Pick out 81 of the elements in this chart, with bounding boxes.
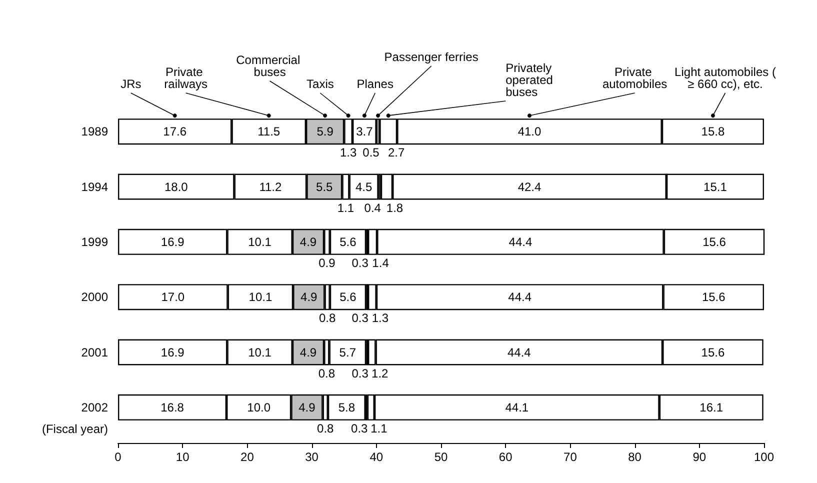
x-tick-label: 20 bbox=[240, 450, 254, 464]
data-label: 44.4 bbox=[508, 290, 532, 304]
data-label: 10.1 bbox=[248, 345, 272, 360]
text: Passenger ferries bbox=[384, 50, 478, 64]
data-label: 15.6 bbox=[701, 345, 725, 360]
text: Private railways bbox=[164, 65, 208, 91]
data-label: 44.1 bbox=[505, 400, 529, 414]
data-label: 5.5 bbox=[316, 180, 334, 194]
data-label: 4.9 bbox=[298, 400, 316, 414]
y-axis-title: (Fiscal year) bbox=[42, 422, 108, 436]
data-label: 18.0 bbox=[164, 180, 188, 194]
y-tick-label: 2001 bbox=[81, 345, 108, 360]
data-label: 0.8 bbox=[317, 421, 334, 436]
text: Commercial buses bbox=[236, 53, 304, 79]
data-label: 0.3 bbox=[352, 256, 369, 270]
data-label: 4.9 bbox=[300, 290, 318, 304]
data-label: 1.3 bbox=[372, 311, 389, 326]
y-tick-label: 1999 bbox=[81, 234, 108, 249]
data-label: 3.7 bbox=[356, 124, 374, 139]
data-label: 0.3 bbox=[351, 421, 368, 436]
x-tick-label: 100 bbox=[754, 450, 774, 464]
data-label: 44.4 bbox=[507, 345, 532, 360]
data-label: 16.8 bbox=[160, 400, 184, 414]
x-tick-label: 30 bbox=[305, 450, 319, 464]
data-label: 16.9 bbox=[160, 234, 185, 249]
x-tick-label: 0 bbox=[114, 450, 122, 464]
data-label: 0.3 bbox=[352, 366, 369, 380]
data-label: 4.5 bbox=[355, 180, 372, 194]
data-label: 5.6 bbox=[340, 234, 357, 249]
y-tick-label: 1994 bbox=[81, 180, 108, 194]
data-label: 0.5 bbox=[362, 146, 380, 160]
text: Light automobiles (≥ 660 cc), etc. bbox=[674, 65, 776, 91]
text: JRs bbox=[120, 77, 142, 91]
x-tick-label: 50 bbox=[434, 450, 448, 464]
data-label: 16.1 bbox=[700, 400, 724, 414]
data-label: 16.9 bbox=[160, 345, 185, 360]
text: Planes bbox=[356, 77, 394, 91]
data-label: 5.6 bbox=[340, 290, 357, 304]
data-label: 1.1 bbox=[370, 421, 388, 436]
x-tick-label: 70 bbox=[564, 450, 578, 464]
data-label: 10.1 bbox=[248, 290, 272, 304]
x-tick-label: 60 bbox=[498, 450, 513, 464]
y-tick-label: 2002 bbox=[81, 400, 108, 414]
data-label: 41.0 bbox=[518, 124, 542, 139]
data-label: 0.4 bbox=[364, 200, 382, 215]
data-label: 1.2 bbox=[372, 366, 389, 380]
data-label: 1.8 bbox=[386, 200, 404, 215]
data-label: 42.4 bbox=[518, 180, 542, 194]
data-label: 5.8 bbox=[338, 400, 356, 414]
data-label: 15.6 bbox=[702, 290, 726, 304]
data-label: 0.9 bbox=[318, 256, 336, 270]
data-label: 5.7 bbox=[339, 345, 356, 360]
data-label: 15.1 bbox=[704, 180, 728, 194]
text: Taxis bbox=[306, 77, 334, 91]
data-label: 10.0 bbox=[247, 400, 271, 414]
data-label: 4.9 bbox=[300, 345, 317, 360]
data-label: 0.3 bbox=[352, 311, 369, 326]
x-tick-label: 10 bbox=[176, 450, 190, 464]
x-tick-label: 90 bbox=[692, 450, 706, 464]
y-tick-label: 1989 bbox=[81, 124, 108, 139]
data-label: 5.9 bbox=[316, 124, 334, 139]
data-label: 0.8 bbox=[318, 366, 336, 380]
x-tick-label: 80 bbox=[628, 450, 642, 464]
text: Private automobiles bbox=[602, 65, 668, 91]
data-label: 15.8 bbox=[701, 124, 725, 139]
y-tick-label: 2000 bbox=[81, 290, 108, 304]
data-label: 17.6 bbox=[163, 124, 187, 139]
data-label: 2.7 bbox=[388, 146, 406, 160]
data-label: 11.5 bbox=[258, 124, 280, 139]
data-label: 4.9 bbox=[300, 234, 317, 249]
data-label: 44.4 bbox=[508, 234, 532, 249]
data-label: 15.6 bbox=[702, 234, 726, 249]
data-label: 1.3 bbox=[340, 146, 357, 160]
data-label: 10.1 bbox=[248, 234, 272, 249]
data-label: 1.4 bbox=[372, 256, 390, 270]
data-label: 17.0 bbox=[161, 290, 185, 304]
x-tick-label: 40 bbox=[370, 450, 384, 464]
text: Privately operated buses bbox=[506, 61, 556, 99]
data-label: 11.2 bbox=[259, 180, 282, 194]
data-label: 1.1 bbox=[337, 200, 354, 215]
data-label: 0.8 bbox=[318, 311, 336, 326]
